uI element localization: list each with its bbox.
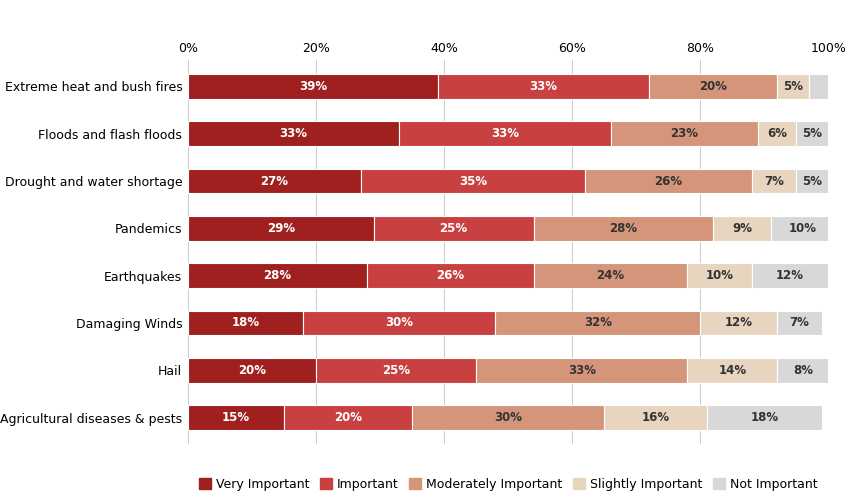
Text: 9%: 9%	[731, 222, 751, 235]
Bar	[610, 121, 757, 146]
Bar	[188, 310, 303, 335]
Text: 33%: 33%	[279, 128, 307, 140]
Text: 10%: 10%	[705, 269, 733, 282]
Text: 5%: 5%	[782, 80, 802, 93]
Text: 39%: 39%	[299, 80, 327, 93]
Bar	[796, 169, 827, 194]
Bar	[687, 264, 751, 288]
Text: 26%: 26%	[436, 269, 464, 282]
Text: 20%: 20%	[334, 411, 362, 424]
Text: 29%: 29%	[266, 222, 294, 235]
Bar	[776, 310, 821, 335]
Bar	[188, 216, 374, 240]
Bar	[687, 358, 776, 383]
Bar	[188, 358, 316, 383]
Text: 14%: 14%	[717, 364, 746, 376]
Bar	[476, 358, 687, 383]
Bar	[648, 74, 776, 99]
Text: 24%: 24%	[596, 269, 624, 282]
Text: 28%: 28%	[264, 269, 291, 282]
Bar	[438, 74, 648, 99]
Text: 16%: 16%	[641, 411, 669, 424]
Text: 6%: 6%	[766, 128, 786, 140]
Text: 10%: 10%	[788, 222, 815, 235]
Bar	[699, 310, 776, 335]
Text: 32%: 32%	[583, 317, 611, 330]
Bar	[367, 264, 533, 288]
Bar	[533, 216, 712, 240]
Text: 5%: 5%	[802, 174, 821, 187]
Text: 18%: 18%	[750, 411, 777, 424]
Legend: Very Important, Important, Moderately Important, Slightly Important, Not Importa: Very Important, Important, Moderately Im…	[194, 473, 821, 496]
Bar	[188, 264, 367, 288]
Text: 12%: 12%	[775, 269, 803, 282]
Text: 33%: 33%	[567, 364, 595, 376]
Bar	[360, 169, 584, 194]
Bar	[188, 121, 399, 146]
Bar	[316, 358, 476, 383]
Bar	[604, 405, 706, 430]
Text: 20%: 20%	[699, 80, 726, 93]
Bar	[776, 74, 809, 99]
Text: 26%: 26%	[653, 174, 682, 187]
Bar	[188, 74, 438, 99]
Text: 33%: 33%	[529, 80, 557, 93]
Bar	[751, 264, 827, 288]
Bar	[584, 169, 751, 194]
Bar	[796, 121, 827, 146]
Bar	[757, 121, 796, 146]
Text: 33%: 33%	[490, 128, 519, 140]
Bar	[712, 216, 770, 240]
Text: 5%: 5%	[802, 128, 821, 140]
Bar	[706, 405, 821, 430]
Bar	[188, 169, 360, 194]
Text: 30%: 30%	[385, 317, 413, 330]
Bar	[412, 405, 604, 430]
Text: 28%: 28%	[609, 222, 636, 235]
Text: 18%: 18%	[231, 317, 259, 330]
Bar	[303, 310, 495, 335]
Text: 20%: 20%	[238, 364, 265, 376]
Text: 30%: 30%	[494, 411, 521, 424]
Bar	[809, 74, 834, 99]
Text: 25%: 25%	[439, 222, 467, 235]
Text: 35%: 35%	[458, 174, 486, 187]
Text: 8%: 8%	[792, 364, 812, 376]
Text: 15%: 15%	[222, 411, 250, 424]
Text: 12%: 12%	[724, 317, 751, 330]
Bar	[283, 405, 412, 430]
Bar	[399, 121, 610, 146]
Bar	[770, 216, 834, 240]
Bar	[374, 216, 533, 240]
Bar	[751, 169, 796, 194]
Bar	[776, 358, 827, 383]
Bar	[188, 405, 283, 430]
Bar	[495, 310, 699, 335]
Text: 25%: 25%	[381, 364, 409, 376]
Text: 7%: 7%	[789, 317, 809, 330]
Text: 7%: 7%	[763, 174, 783, 187]
Bar	[533, 264, 687, 288]
Text: 23%: 23%	[670, 128, 698, 140]
Text: 27%: 27%	[260, 174, 288, 187]
